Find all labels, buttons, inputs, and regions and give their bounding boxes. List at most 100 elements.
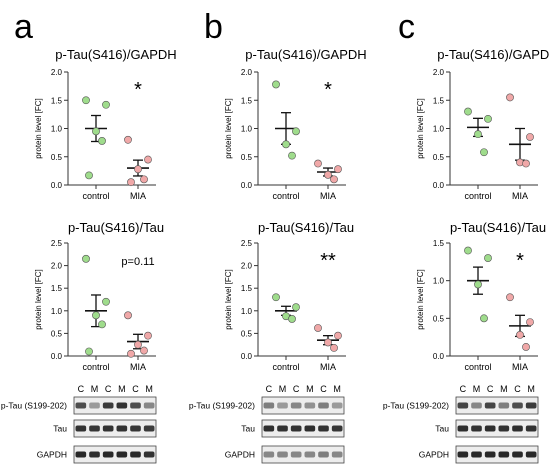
data-point: [134, 165, 142, 174]
data-point: [292, 303, 300, 312]
blot-band: [102, 451, 114, 458]
data-point: [98, 137, 106, 145]
chart-b-bottom: p-Tau(S416)/Tau 0.0 0.5 1.0 1.5 2.0 2.5 protein…: [224, 220, 354, 372]
y-tick-label: 1.5: [433, 96, 445, 105]
y-tick-label: 1.5: [51, 284, 63, 293]
blot-band: [498, 425, 510, 432]
blot-band: [525, 402, 537, 409]
x-tick-label: MIA: [320, 191, 336, 201]
y-tick-label: 2.5: [241, 239, 253, 248]
lane-label: M: [91, 384, 99, 394]
series-MIA: [314, 159, 342, 184]
blot-band: [277, 425, 288, 432]
panel-letter-c: c: [398, 8, 415, 46]
blot-strip: [261, 419, 345, 438]
y-tick-label: 2.0: [433, 68, 445, 77]
series-control: [82, 96, 110, 180]
blot-strip: [261, 396, 345, 415]
y-tick-label: 1.5: [241, 284, 253, 293]
lane-label: M: [306, 384, 314, 394]
y-tick-label: 0.5: [241, 329, 253, 338]
data-point: [144, 331, 152, 340]
blot-band: [318, 425, 329, 432]
blot-strip: [455, 396, 539, 415]
y-tick-label: 0.0: [433, 352, 445, 361]
blot-band: [304, 402, 316, 409]
chart-c-bottom: p-Tau(S416)/Tau 0.0 0.5 1.0 1.5 protein level…: [416, 220, 546, 372]
plots-layer: p-Tau(S416)/GAPDH 0.0 0.5 1.0 1.5 2.0 protein …: [34, 47, 550, 372]
blot-band: [471, 402, 482, 409]
y-tick-label: 1.0: [51, 125, 63, 134]
blot-strip: [73, 419, 157, 438]
data-point: [474, 280, 482, 289]
series-control: [464, 246, 492, 323]
blot-band: [471, 451, 482, 458]
lane-label: M: [118, 384, 126, 394]
blot-band: [263, 425, 275, 432]
x-tick-label: control: [464, 362, 491, 372]
data-point: [292, 127, 300, 136]
data-point: [282, 140, 290, 149]
data-point: [506, 293, 514, 302]
blot-band: [498, 451, 510, 458]
data-point: [288, 315, 296, 323]
lane-label: C: [266, 384, 273, 394]
x-tick-label: MIA: [130, 362, 146, 372]
y-tick-label: 1.0: [433, 277, 445, 286]
blot-band: [116, 402, 128, 409]
data-point: [127, 178, 135, 187]
y-axis-label: protein level [FC]: [416, 98, 425, 158]
blot-band: [130, 402, 141, 409]
y-tick-label: 1.5: [433, 239, 445, 248]
series-MIA: [124, 311, 152, 358]
blot-band: [512, 451, 523, 458]
lane-label: M: [473, 384, 481, 394]
data-point: [314, 159, 322, 168]
y-tick-label: 1.0: [433, 125, 445, 134]
y-tick-label: 0.5: [433, 314, 445, 323]
y-tick-label: 2.0: [51, 262, 63, 271]
x-tick-label: MIA: [512, 191, 528, 201]
significance-label: p=0.11: [121, 256, 154, 268]
blot-band: [484, 451, 496, 458]
lane-label: M: [279, 384, 287, 394]
blot-band: [75, 451, 87, 458]
chart-title: p-Tau(S416)/Tau: [258, 220, 354, 235]
data-point: [480, 314, 488, 323]
lane-label: M: [500, 384, 508, 394]
series-control: [464, 107, 492, 157]
blot-band: [277, 451, 288, 458]
blot-band: [277, 402, 288, 409]
significance-label: *: [134, 79, 142, 101]
lane-label: C: [460, 384, 467, 394]
blot-band: [102, 402, 114, 409]
data-point: [102, 297, 110, 306]
y-axis-label: protein level [FC]: [34, 98, 43, 158]
data-point: [288, 151, 296, 160]
data-point: [124, 311, 132, 320]
blot-row-label: p-Tau (S199-202): [189, 401, 255, 411]
data-point: [134, 340, 142, 349]
blot-band: [318, 451, 329, 458]
blot-band: [512, 425, 523, 432]
blot-band: [484, 402, 496, 409]
y-tick-label: 2.0: [51, 68, 63, 77]
y-tick-label: 1.5: [241, 96, 253, 105]
blot-row-label: GAPDH: [225, 450, 255, 460]
data-point: [522, 159, 530, 168]
blot-strip: [455, 419, 539, 438]
blot-row-label: Tau: [435, 424, 449, 434]
chart-title: p-Tau(S416)/GAPDH: [55, 47, 176, 62]
series-MIA: [506, 293, 534, 351]
x-tick-label: control: [464, 191, 491, 201]
y-tick-label: 1.0: [241, 307, 253, 316]
blot-band: [75, 402, 87, 409]
data-point: [506, 93, 514, 102]
y-tick-label: 1.0: [241, 125, 253, 134]
blot-band: [75, 425, 87, 432]
y-tick-label: 0.0: [241, 352, 253, 361]
lane-label: C: [514, 384, 521, 394]
y-axis-label: protein level [FC]: [224, 98, 233, 158]
